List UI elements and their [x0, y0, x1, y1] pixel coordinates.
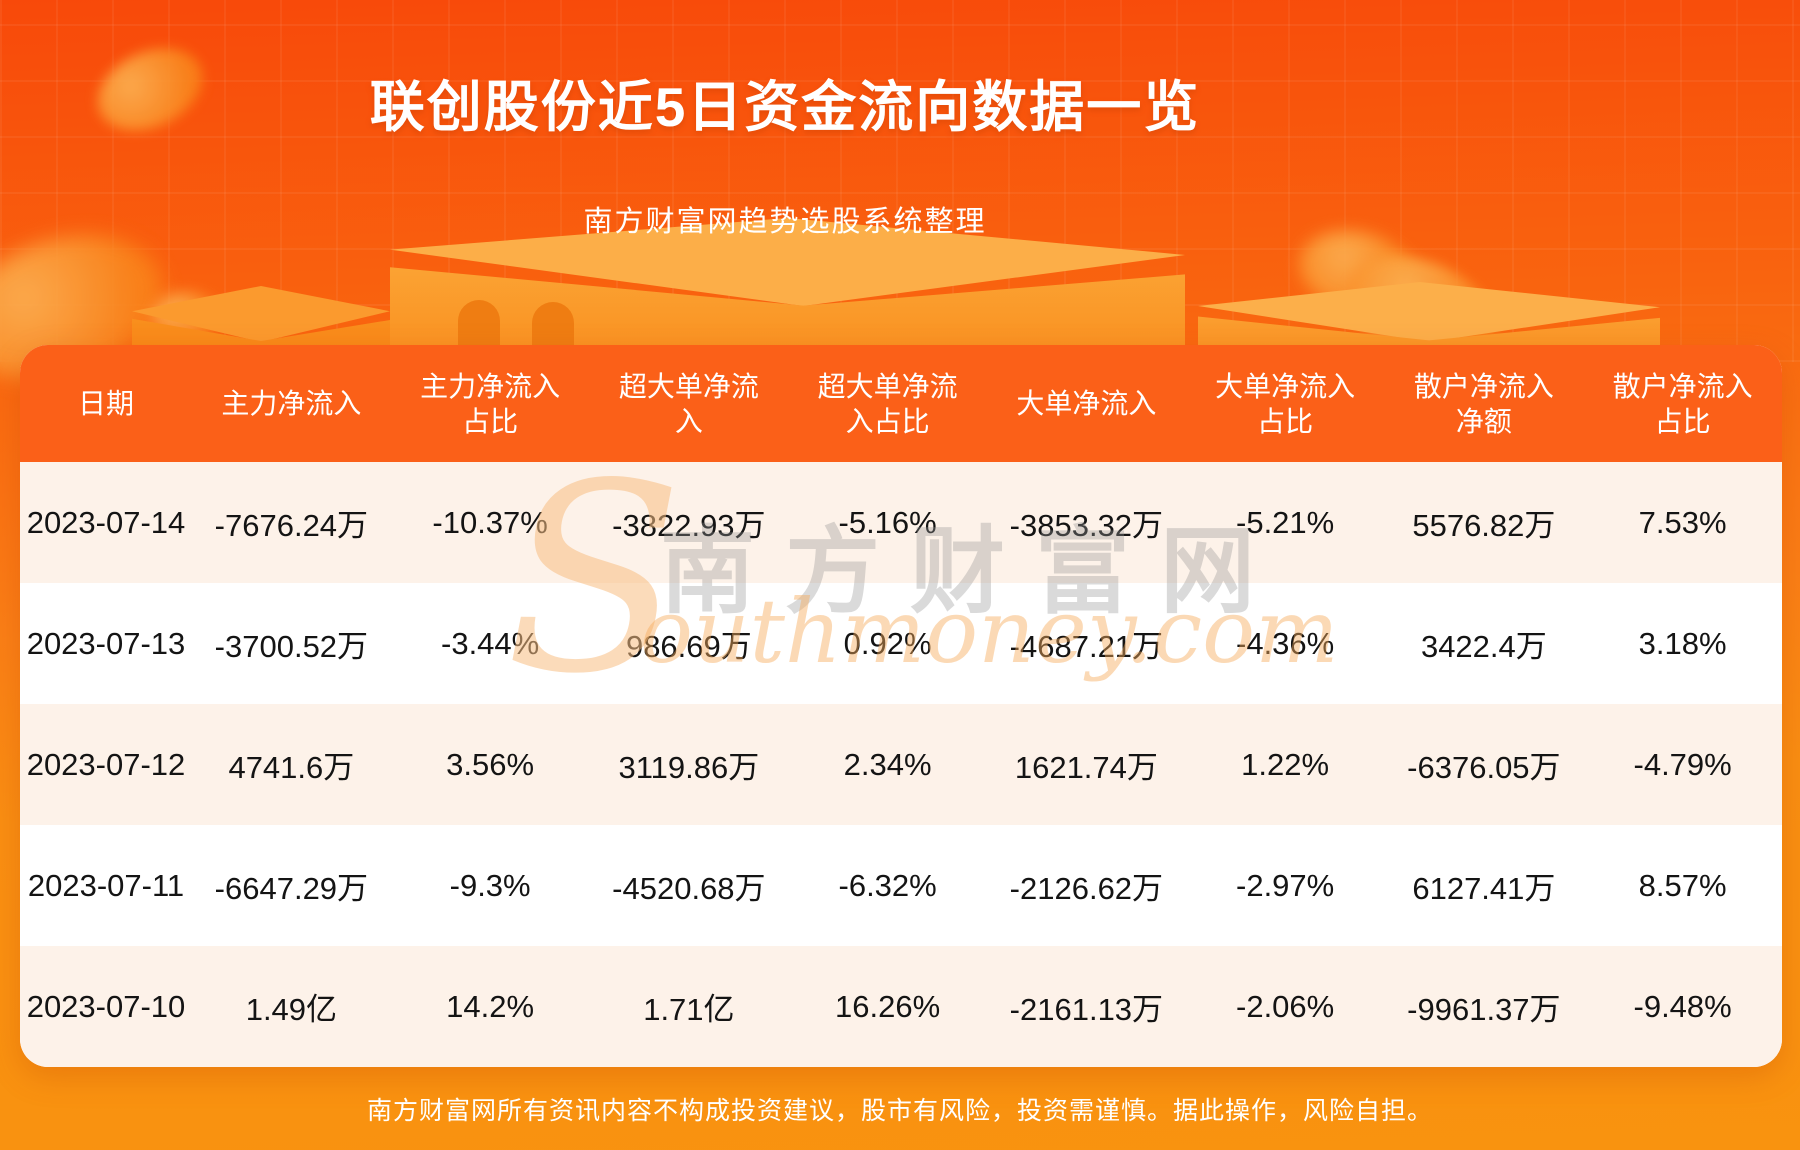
- value-cell: -4687.21万: [1009, 629, 1164, 664]
- value-cell: -4.36%: [1236, 625, 1335, 661]
- value-cell: 4741.6万: [228, 750, 355, 785]
- page-subtitle: 南方财富网趋势选股系统整理: [583, 206, 987, 238]
- table-row: 2023-07-13 -3700.52万 -3.44% 986.69万 0.92% -46…: [20, 583, 1782, 704]
- column-header: 主力净流入: [221, 388, 362, 419]
- date-cell: 2023-07-12: [26, 746, 186, 782]
- value-cell: 7.53%: [1638, 504, 1727, 540]
- value-cell: -6.32%: [838, 867, 937, 903]
- value-cell: -9961.37万: [1407, 992, 1561, 1027]
- column-header: 散户净流入 占比: [1612, 370, 1753, 437]
- value-cell: 5576.82万: [1412, 508, 1556, 543]
- value-cell: -10.37%: [432, 504, 548, 540]
- table-row: 2023-07-11 -6647.29万 -9.3% -4520.68万 -6.32% -…: [20, 825, 1782, 946]
- date-cell: 2023-07-10: [26, 988, 186, 1024]
- value-cell: -5.16%: [838, 504, 937, 540]
- value-cell: -4520.68万: [612, 871, 766, 906]
- table-row: 2023-07-10 1.49亿 14.2% 1.71亿 16.26% -2161.13万…: [20, 946, 1782, 1067]
- value-cell: -9.48%: [1633, 988, 1732, 1024]
- value-cell: 16.26%: [835, 988, 941, 1024]
- value-cell: -5.21%: [1236, 504, 1335, 540]
- value-cell: 1.22%: [1241, 746, 1330, 782]
- value-cell: -4.79%: [1633, 746, 1732, 782]
- value-cell: -9.3%: [449, 867, 531, 903]
- data-table-card: 日期 主力净流入 主力净流入 占比 超大单净流 入超大单净流 入占比 大单净流入 大单净流…: [20, 345, 1782, 1067]
- value-cell: 0.92%: [843, 625, 932, 661]
- value-cell: -2161.13万: [1009, 992, 1164, 1027]
- value-cell: 3119.86万: [618, 750, 760, 785]
- value-cell: 6127.41万: [1412, 871, 1556, 906]
- column-header: 大单净流入 占比: [1215, 370, 1356, 437]
- date-cell: 2023-07-13: [26, 625, 186, 661]
- value-cell: 2.34%: [843, 746, 932, 782]
- date-cell: 2023-07-11: [27, 867, 185, 903]
- date-cell: 2023-07-14: [26, 504, 186, 540]
- table-header-row: 日期 主力净流入 主力净流入 占比 超大单净流 入超大单净流 入占比 大单净流入 大单净流…: [20, 345, 1782, 462]
- value-cell: 1621.74万: [1014, 750, 1158, 785]
- value-cell: -6647.29万: [214, 871, 369, 906]
- page-title: 联创股份近5日资金流向数据一览: [369, 76, 1201, 138]
- column-header: 日期: [77, 388, 134, 419]
- table-body: 2023-07-14 -7676.24万 -10.37% -3822.93万 -5.16…: [20, 462, 1782, 1067]
- value-cell: -2126.62万: [1009, 871, 1164, 906]
- value-cell: 14.2%: [446, 988, 535, 1024]
- footer-disclaimer: 南方财富网所有资讯内容不构成投资建议，股市有风险，投资需谨慎。据此操作，风险自担…: [366, 1096, 1433, 1125]
- value-cell: 1.49亿: [245, 992, 338, 1027]
- value-cell: 3.56%: [446, 746, 535, 782]
- value-cell: 3.18%: [1638, 625, 1727, 661]
- table-row: 2023-07-14 -7676.24万 -10.37% -3822.93万 -5.16…: [20, 462, 1782, 583]
- value-cell: -3853.32万: [1009, 508, 1164, 543]
- value-cell: -3700.52万: [214, 629, 369, 664]
- column-header: 超大单净流 入占比: [817, 370, 958, 437]
- value-cell: 3422.4万: [1420, 629, 1547, 664]
- value-cell: -6376.05万: [1407, 750, 1561, 785]
- value-cell: -2.06%: [1236, 988, 1335, 1024]
- value-cell: -3.44%: [441, 625, 540, 661]
- column-header: 散户净流入 净额: [1413, 370, 1554, 437]
- value-cell: -7676.24万: [214, 508, 369, 543]
- value-cell: -2.97%: [1236, 867, 1335, 903]
- value-cell: 1.71亿: [643, 992, 735, 1027]
- value-cell: 986.69万: [625, 629, 752, 664]
- column-header: 主力净流入 占比: [420, 370, 561, 437]
- column-header: 超大单净流 入: [618, 370, 759, 437]
- header-text-block: 联创股份近5日资金流向数据一览 南方财富网趋势选股系统整理: [0, 0, 1570, 240]
- column-header: 大单净流入: [1016, 388, 1157, 419]
- value-cell: 8.57%: [1638, 867, 1727, 903]
- table-row: 2023-07-12 4741.6万 3.56% 3119.86万 2.34% 1621.…: [20, 704, 1782, 825]
- value-cell: -3822.93万: [612, 508, 766, 543]
